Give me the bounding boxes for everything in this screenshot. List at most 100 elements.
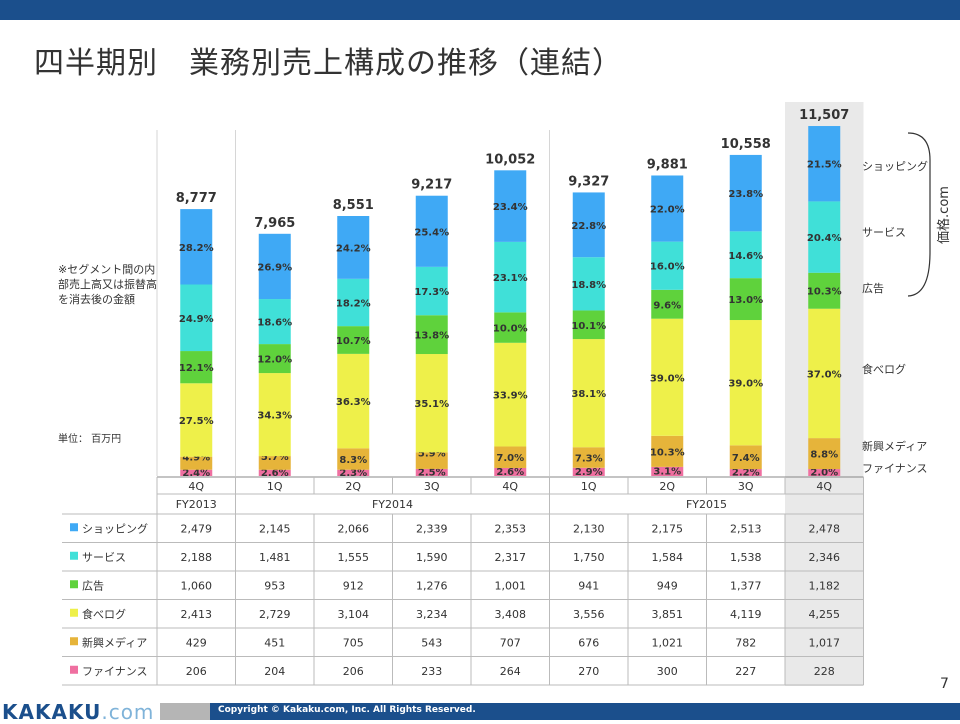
table-cell: 4,255 (809, 608, 841, 621)
data-label-service: 23.1% (493, 273, 528, 284)
bar-segment-service (415, 266, 448, 316)
data-label-shopping: 26.9% (257, 262, 292, 273)
data-label-tabelog: 39.0% (650, 373, 685, 384)
bar-segment-shopping (180, 209, 213, 285)
table-legend-swatch-ad (70, 580, 78, 589)
data-label-media: 8.3% (339, 455, 367, 466)
table-cell: 300 (657, 665, 678, 678)
table-cell: 1,590 (416, 551, 448, 564)
table-cell: 543 (421, 636, 442, 649)
bar-segment-media (808, 438, 841, 470)
footer-bar (210, 703, 960, 720)
data-label-tabelog: 36.3% (336, 397, 371, 408)
table-legend-swatch-service (70, 551, 78, 560)
x-tick-label: 1Q (581, 480, 597, 493)
bar-segment-media (729, 445, 762, 470)
bar-segment-tabelog (494, 342, 527, 447)
bar-segment-tabelog (651, 318, 684, 436)
bar-segment-finance (729, 469, 762, 476)
data-label-service: 24.9% (179, 314, 214, 325)
total-label: 8,777 (176, 191, 217, 206)
table-cell: 2,130 (573, 522, 605, 535)
bar-segment-ad (258, 344, 291, 374)
table-cell: 206 (186, 665, 207, 678)
table-cell: 233 (421, 665, 442, 678)
bar-segment-shopping (651, 175, 684, 242)
segment-note: ※セグメント間の内部売上高又は振替高を消去後の金額 (58, 263, 157, 306)
data-label-media: 5.7% (261, 452, 289, 463)
bar-segment-ad (337, 326, 370, 354)
right-legend-service: サービス (862, 226, 906, 239)
table-cell: 2,478 (809, 522, 841, 535)
data-label-service: 18.2% (336, 298, 371, 309)
data-label-service: 14.6% (728, 251, 763, 262)
x-tick-label: 1Q (267, 480, 283, 493)
logo-main-text: KAKAKU (2, 700, 102, 724)
table-cell: 2,339 (416, 522, 448, 535)
table-cell: 1,182 (809, 579, 841, 592)
unit-label: 単位： 百万円 (58, 434, 122, 445)
table-cell: 227 (735, 665, 756, 678)
bar-segment-tabelog (337, 353, 370, 449)
data-label-shopping: 21.5% (807, 160, 842, 171)
data-label-media: 7.0% (496, 453, 524, 464)
bar-segment-finance (572, 467, 605, 476)
fiscal-year-label: FY2014 (372, 498, 413, 511)
total-label: 8,551 (333, 198, 374, 213)
bar-segment-finance (494, 467, 527, 476)
table-cell: 2,188 (181, 551, 213, 564)
data-label-ad: 10.1% (571, 321, 606, 332)
total-label: 9,327 (568, 174, 609, 189)
data-label-tabelog: 34.3% (257, 411, 292, 422)
data-label-media: 10.3% (650, 447, 685, 458)
data-label-tabelog: 38.1% (571, 389, 606, 400)
bar-segment-ad (572, 310, 605, 340)
bar-segment-ad (494, 312, 527, 343)
table-row-label: 広告 (82, 579, 104, 592)
bar-segment-service (808, 201, 841, 273)
x-tick-label: 4Q (188, 480, 204, 493)
table-cell: 2,353 (495, 522, 527, 535)
bar-segment-finance (415, 468, 448, 476)
bar-segment-shopping (572, 192, 605, 258)
table-cell: 270 (578, 665, 599, 678)
bar-segment-ad (729, 278, 762, 321)
bar-segment-media (651, 435, 684, 467)
table-cell: 3,556 (573, 608, 605, 621)
bar-segment-finance (180, 469, 213, 476)
x-tick-label: 3Q (424, 480, 440, 493)
bar-segment-shopping (808, 126, 841, 202)
data-label-tabelog: 27.5% (179, 416, 214, 427)
table-cell: 1,021 (652, 636, 684, 649)
data-label-ad: 10.3% (807, 287, 842, 298)
table-row-label: 新興メディア (82, 635, 147, 649)
fiscal-year-label: FY2013 (176, 498, 217, 511)
data-label-media: 7.4% (732, 453, 760, 464)
total-label: 10,052 (485, 152, 535, 167)
table-cell: 2,413 (181, 608, 213, 621)
table-legend-swatch-tabelog (70, 608, 78, 617)
bar-segment-shopping (494, 170, 527, 242)
copyright-text: Copyright © Kakaku.com, Inc. All Rights … (218, 705, 476, 715)
bar-segment-shopping (337, 216, 370, 279)
bar-segment-tabelog (180, 383, 213, 457)
bar-segment-finance (808, 469, 841, 476)
logo-suffix-text: .com (101, 700, 155, 724)
table-cell: 941 (578, 579, 599, 592)
data-label-ad: 12.1% (179, 363, 214, 374)
table-cell: 2,513 (730, 522, 762, 535)
total-label: 9,217 (411, 178, 452, 193)
table-cell: 1,060 (181, 579, 213, 592)
bar-segment-media (494, 446, 527, 468)
table-cell: 2,175 (652, 522, 684, 535)
data-label-finance: 2.5% (418, 467, 446, 478)
data-label-shopping: 28.2% (179, 243, 214, 254)
data-label-tabelog: 37.0% (807, 369, 842, 380)
table-cell: 1,584 (652, 551, 684, 564)
bar-segment-tabelog (729, 320, 762, 446)
data-label-finance: 2.9% (575, 467, 603, 478)
bar-segment-service (494, 241, 527, 313)
x-tick-label: 2Q (345, 480, 361, 493)
data-label-media: 5.9% (418, 448, 446, 459)
table-cell: 705 (343, 636, 364, 649)
